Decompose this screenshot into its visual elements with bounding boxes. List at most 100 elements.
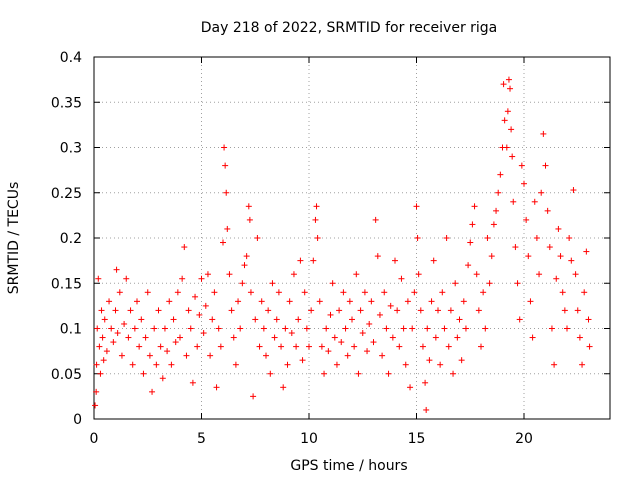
data-point [153,361,160,368]
data-point [295,316,302,323]
data-point [531,198,538,205]
data-point [213,384,220,391]
data-point [366,320,373,327]
data-point [508,126,515,133]
data-point [456,316,463,323]
x-axis-title: GPS time / hours [290,458,407,474]
data-point [241,262,248,269]
data-point [359,330,366,337]
data-point [417,307,424,314]
data-point [544,207,551,214]
data-point [116,289,123,296]
data-point [222,162,229,169]
data-point [118,352,125,359]
data-point [536,271,543,278]
data-point [237,325,244,332]
data-point [113,266,120,273]
data-point [174,289,181,296]
data-point [306,343,312,350]
data-point [361,289,368,296]
data-point [202,302,209,309]
data-point [414,235,421,241]
data-point [443,235,450,241]
data-point [256,343,263,350]
data-point [555,225,562,232]
data-point [574,307,581,314]
y-tick-label: 0.15 [51,276,82,292]
data-point [168,361,175,368]
data-point [501,117,508,124]
data-point [422,379,429,386]
data-point [263,352,269,359]
data-point [432,334,439,341]
data-point [125,334,132,341]
data-point [185,307,192,314]
data-point [127,307,134,314]
data-point [98,307,105,314]
data-point [293,343,300,350]
data-point [164,348,171,355]
data-point [308,307,315,314]
data-point [179,275,186,282]
data-point [482,325,489,332]
data-point [114,330,121,337]
data-point [376,311,383,318]
data-point [155,307,162,314]
data-point [505,76,512,83]
data-point [551,361,558,368]
data-point [183,352,190,359]
data-point [123,275,130,282]
data-point [131,325,138,332]
data-point [557,253,564,260]
data-point [581,289,588,296]
data-point [559,289,566,296]
data-point [96,343,103,350]
data-point [144,289,151,296]
data-point [275,289,282,296]
data-point [217,343,224,350]
data-point [333,361,340,368]
y-tick-label: 0.2 [60,231,82,247]
data-point [288,330,295,337]
data-point [529,334,536,341]
data-point [177,334,183,341]
data-point [215,325,222,332]
x-tick-label: 10 [300,431,318,447]
data-point [138,316,145,323]
data-point [239,280,246,287]
data-point [254,235,261,241]
data-point [327,311,334,318]
data-point [187,325,194,332]
data-point [245,203,252,210]
data-point [357,307,364,314]
data-point [228,307,235,314]
data-point [445,343,452,350]
y-tick-label: 0.35 [51,95,82,111]
data-point [220,239,226,246]
data-point [495,189,502,196]
data-point [404,298,411,305]
data-point [411,289,418,296]
data-point [112,307,119,314]
data-point [504,108,511,115]
data-point [478,343,484,350]
data-points [92,76,593,413]
data-point [372,216,379,223]
data-point [497,171,504,178]
data-point [97,370,104,377]
x-tick-label: 15 [408,431,426,447]
data-point [93,388,100,395]
y-tick-label: 0.4 [60,50,82,66]
data-point [136,343,143,350]
y-tick-label: 0.3 [60,141,82,157]
data-point [398,275,405,282]
data-point [200,330,207,337]
data-point [527,298,534,305]
data-point [325,348,332,355]
data-point [381,289,388,296]
data-point [338,339,345,346]
data-point [396,343,403,350]
data-point [159,375,166,382]
data-point [94,325,101,332]
data-point [447,307,454,314]
